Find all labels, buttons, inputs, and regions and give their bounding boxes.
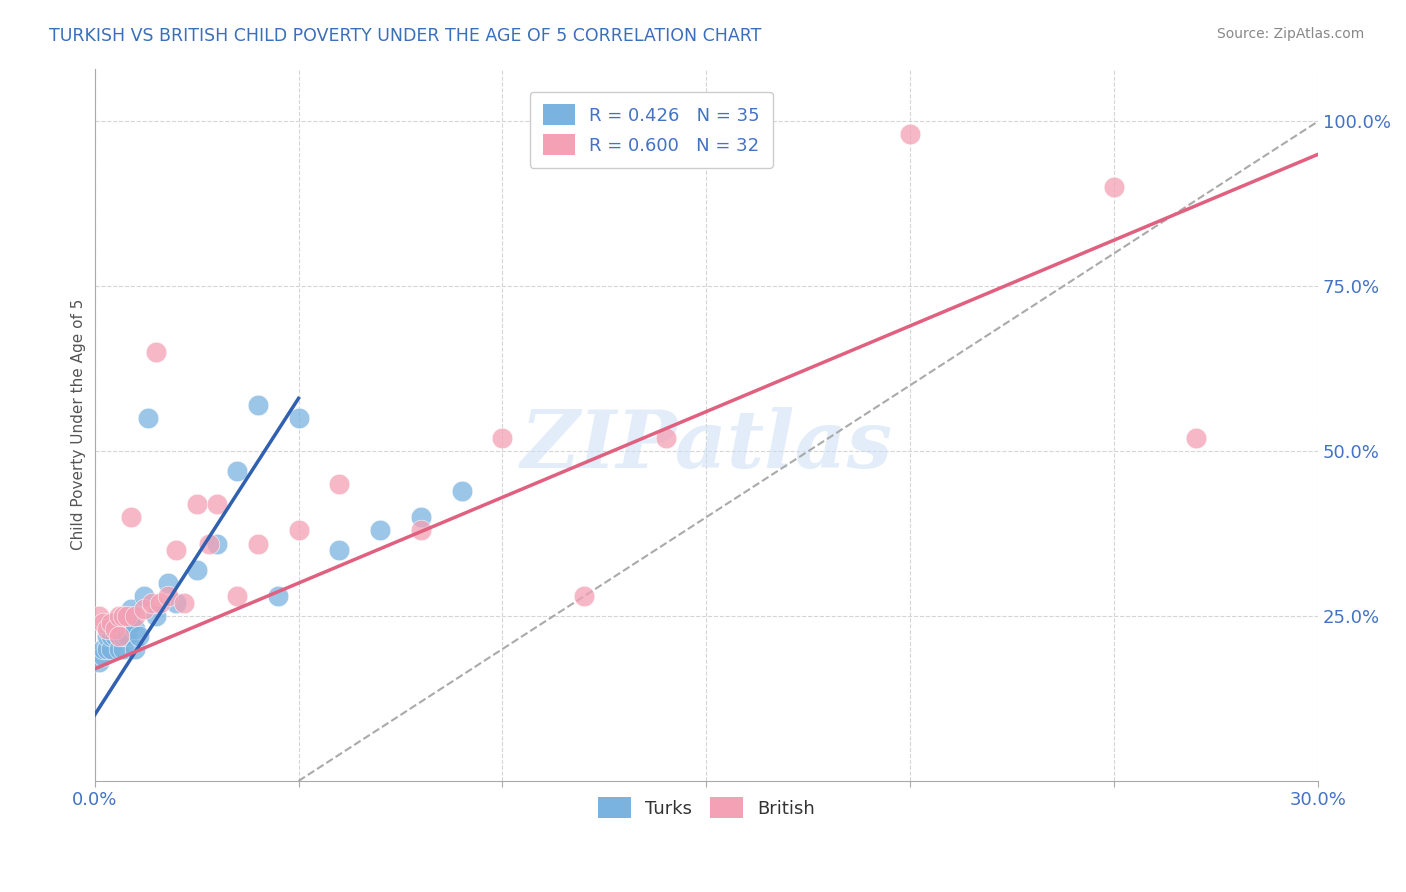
Point: [145, 345, 167, 359]
Text: TURKISH VS BRITISH CHILD POVERTY UNDER THE AGE OF 5 CORRELATION CHART: TURKISH VS BRITISH CHILD POVERTY UNDER T…: [49, 27, 762, 45]
Point: [115, 615, 138, 630]
Point: [165, 543, 187, 558]
Point: [491, 431, 513, 445]
Point: [100, 629, 122, 643]
Point: [91, 615, 114, 630]
Point: [96, 622, 118, 636]
Point: [91, 642, 114, 657]
Point: [104, 615, 127, 630]
Point: [87, 655, 110, 669]
Point: [136, 411, 159, 425]
Point: [141, 596, 163, 610]
Point: [205, 497, 228, 511]
Point: [108, 629, 131, 643]
Point: [115, 629, 138, 643]
Text: Source: ZipAtlas.com: Source: ZipAtlas.com: [1216, 27, 1364, 41]
Point: [1184, 431, 1206, 445]
Point: [120, 615, 142, 630]
Point: [91, 648, 114, 663]
Point: [368, 524, 391, 538]
Point: [124, 609, 146, 624]
Point: [328, 477, 350, 491]
Point: [205, 536, 228, 550]
Point: [120, 602, 142, 616]
Point: [156, 576, 179, 591]
Point: [197, 536, 219, 550]
Point: [173, 596, 195, 610]
Point: [156, 589, 179, 603]
Point: [572, 589, 595, 603]
Point: [124, 642, 146, 657]
Point: [104, 629, 127, 643]
Point: [104, 622, 127, 636]
Point: [100, 615, 122, 630]
Point: [96, 629, 118, 643]
Point: [96, 642, 118, 657]
Point: [108, 609, 131, 624]
Point: [287, 524, 309, 538]
Point: [450, 483, 472, 498]
Point: [409, 510, 432, 524]
Point: [115, 609, 138, 624]
Point: [112, 642, 135, 657]
Point: [112, 609, 135, 624]
Point: [226, 464, 249, 478]
Point: [1102, 180, 1125, 194]
Point: [132, 602, 155, 616]
Y-axis label: Child Poverty Under the Age of 5: Child Poverty Under the Age of 5: [72, 299, 86, 550]
Point: [120, 510, 142, 524]
Point: [132, 589, 155, 603]
Point: [87, 609, 110, 624]
Text: ZIPatlas: ZIPatlas: [520, 408, 893, 485]
Point: [108, 629, 131, 643]
Point: [145, 609, 167, 624]
Point: [100, 642, 122, 657]
Point: [287, 411, 309, 425]
Point: [654, 431, 676, 445]
Legend: Turks, British: Turks, British: [591, 790, 823, 825]
Point: [226, 589, 249, 603]
Point: [124, 622, 146, 636]
Point: [328, 543, 350, 558]
Point: [149, 596, 172, 610]
Point: [112, 629, 135, 643]
Point: [898, 128, 921, 142]
Point: [128, 629, 150, 643]
Point: [186, 563, 208, 577]
Point: [165, 596, 187, 610]
Point: [246, 398, 269, 412]
Point: [186, 497, 208, 511]
Point: [246, 536, 269, 550]
Point: [267, 589, 290, 603]
Point: [409, 524, 432, 538]
Point: [108, 642, 131, 657]
